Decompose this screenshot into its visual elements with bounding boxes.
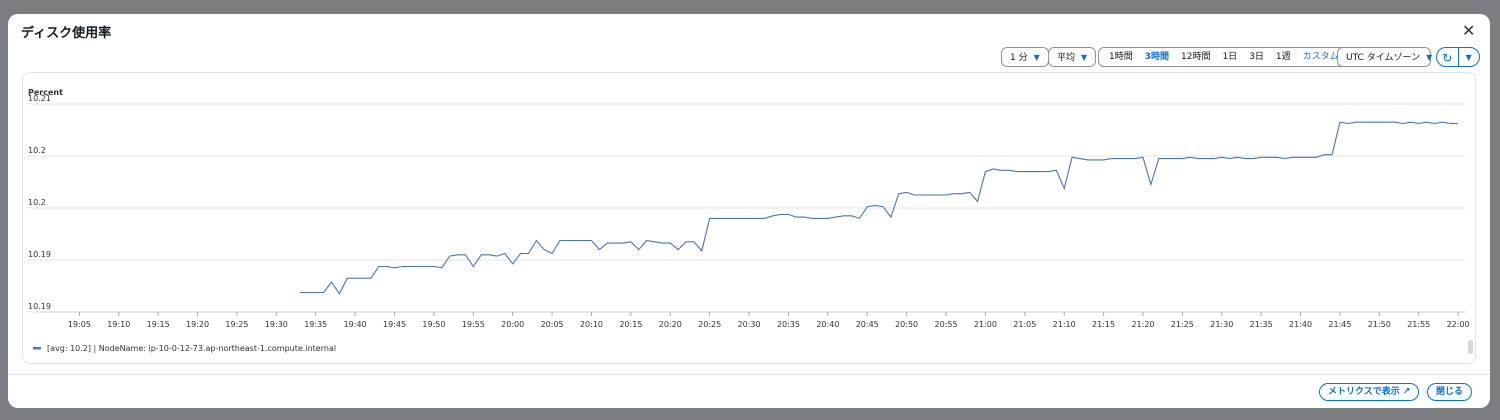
x-tick-label: 20:35 — [777, 320, 800, 329]
modal — [8, 14, 1490, 408]
range-button[interactable]: 3時間 — [1144, 52, 1169, 62]
x-tick-label: 21:55 — [1407, 320, 1430, 329]
x-tick-label: 21:15 — [1092, 320, 1115, 329]
x-tick-label: 21:40 — [1289, 320, 1312, 329]
x-tick-label: 20:20 — [659, 320, 682, 329]
range-button[interactable]: 12時間 — [1181, 52, 1211, 62]
x-tick-label: 21:00 — [974, 320, 997, 329]
x-tick-label: 21:10 — [1053, 320, 1076, 329]
x-tick-label: 19:25 — [225, 320, 248, 329]
x-tick-label: 22:00 — [1447, 320, 1470, 329]
x-tick-label: 19:20 — [186, 320, 209, 329]
x-tick-label: 21:30 — [1210, 320, 1233, 329]
close-footer-button[interactable]: 閉じる — [1427, 383, 1473, 401]
y-tick-label: 10.2 — [28, 146, 46, 155]
range-button[interactable]: 1週 — [1275, 52, 1291, 62]
x-tick-label: 19:30 — [265, 320, 288, 329]
statistic-select[interactable]: 平均 ▼ — [1048, 47, 1097, 67]
x-tick-label: 20:45 — [856, 320, 879, 329]
data-line — [299, 121, 1459, 295]
range-button[interactable]: カスタム — [1302, 52, 1339, 62]
button-label: 閉じる — [1436, 387, 1464, 397]
y-tick-label: 10.2 — [28, 198, 46, 207]
x-tick-label: 19:10 — [107, 320, 130, 329]
x-tick-label: 21:35 — [1250, 320, 1273, 329]
y-tick-label: 10.19 — [28, 302, 51, 311]
x-tick-label: 19:45 — [383, 320, 406, 329]
x-tick-label: 20:55 — [934, 320, 957, 329]
x-tick-label: 20:25 — [698, 320, 721, 329]
timezone-label: UTC タイムゾーン — [1346, 53, 1421, 63]
range-button[interactable]: 1時間 — [1109, 52, 1133, 62]
chart-panel — [22, 72, 1476, 364]
button-label: メトリクスで表示 — [1328, 387, 1400, 397]
legend-label: [avg: 10.2] | NodeName: ip-10-0-12-73.ap… — [47, 344, 336, 353]
refresh-button[interactable]: ↻ — [1437, 48, 1459, 66]
x-tick-label: 19:40 — [344, 320, 367, 329]
legend-swatch — [33, 347, 41, 350]
period-select[interactable]: 1 分 ▼ — [1001, 47, 1049, 67]
chart: Percent 10.19 10.19 10.2 10.2 10.21 19:05 19:1… — [28, 88, 1473, 354]
x-tick-label: 20:50 — [895, 320, 918, 329]
x-tick-label: 20:05 — [541, 320, 564, 329]
range-button[interactable]: 1日 — [1222, 52, 1238, 62]
x-tick-label: 19:55 — [462, 320, 485, 329]
y-tick-label: 10.19 — [28, 250, 51, 259]
footer-separator — [8, 374, 1490, 375]
x-tick-label: 21:45 — [1328, 320, 1351, 329]
modal-title: ディスク使用率 — [21, 26, 112, 41]
x-tick-label: 21:20 — [1131, 320, 1154, 329]
x-tick-label: 21:25 — [1171, 320, 1194, 329]
x-tick-label: 20:15 — [619, 320, 642, 329]
close-button[interactable]: ✕ — [1462, 21, 1476, 40]
x-tick-label: 19:50 — [422, 320, 445, 329]
refresh-group: ↻ ▼ — [1436, 47, 1480, 67]
range-button[interactable]: 3日 — [1249, 52, 1264, 62]
x-tick-label: 20:10 — [580, 320, 603, 329]
range-selector: 1時間 3時間 12時間 1日 3日 1週 カスタム ▦ — [1098, 47, 1363, 67]
x-tick-label: 19:15 — [147, 320, 170, 329]
x-tick-label: 20:00 — [501, 320, 524, 329]
x-tick-label: 21:05 — [1013, 320, 1036, 329]
x-tick-label: 21:50 — [1368, 320, 1391, 329]
y-tick-label: 10.21 — [28, 94, 51, 103]
x-tick-label: 19:05 — [68, 320, 91, 329]
x-tick-label: 19:35 — [304, 320, 327, 329]
timezone-select[interactable]: UTC タイムゾーン ▼ — [1337, 47, 1432, 67]
x-tick-label: 20:30 — [738, 320, 761, 329]
statistic-label: 平均 — [1057, 53, 1076, 63]
y-axis-label: Percent — [28, 88, 63, 97]
scroll-handle — [1468, 340, 1473, 354]
view-in-metrics-button[interactable]: メトリクスで表示 ↗ — [1319, 383, 1420, 401]
period-label: 1 分 — [1010, 53, 1028, 63]
refresh-menu[interactable]: ▼ — [1465, 53, 1472, 62]
x-tick-label: 20:40 — [816, 320, 839, 329]
